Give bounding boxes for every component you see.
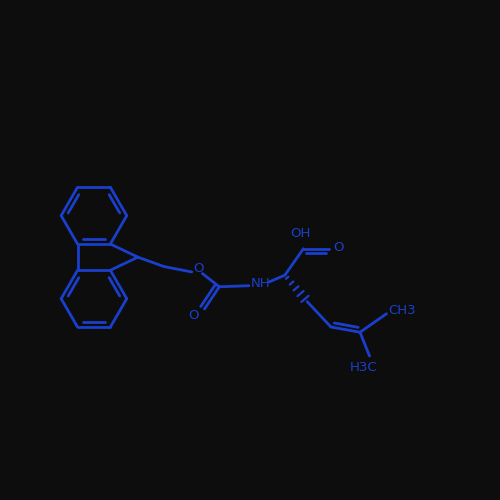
Text: O: O	[193, 262, 203, 276]
Text: O: O	[333, 241, 344, 254]
Text: NH: NH	[251, 277, 270, 290]
Text: H3C: H3C	[350, 361, 377, 374]
Text: O: O	[188, 309, 199, 322]
Text: OH: OH	[290, 228, 311, 240]
Text: CH3: CH3	[388, 304, 416, 317]
